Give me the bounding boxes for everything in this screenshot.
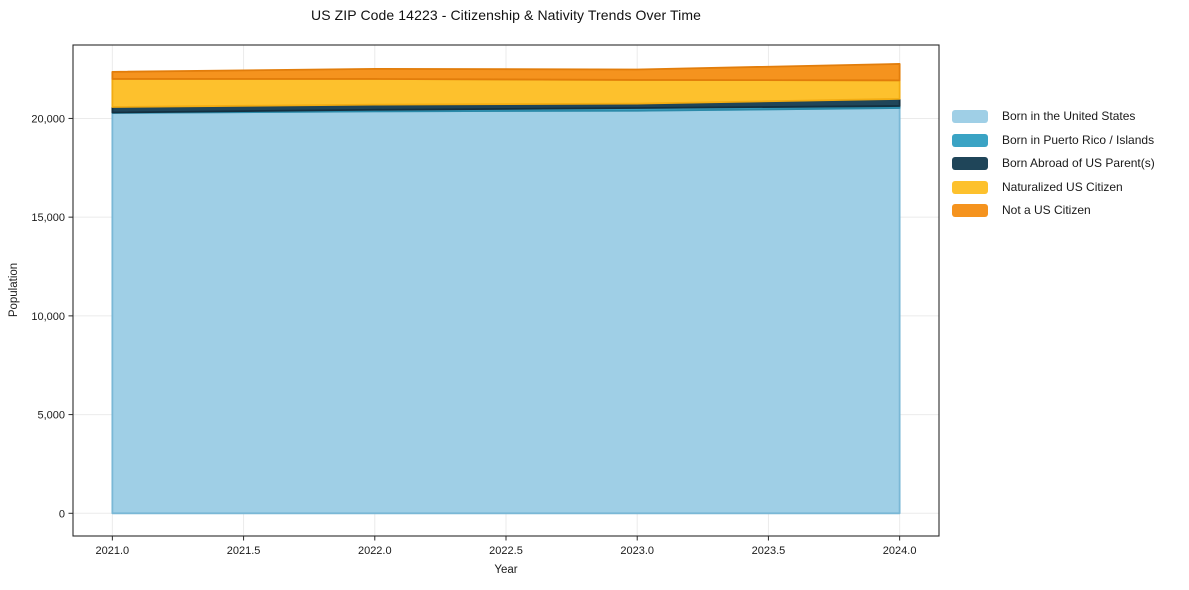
x-tick-label: 2024.0 xyxy=(883,545,917,557)
y-tick-label: 20,000 xyxy=(31,113,65,125)
y-tick-label: 10,000 xyxy=(31,311,65,323)
x-axis-label: Year xyxy=(494,564,518,576)
area-layers xyxy=(111,63,901,515)
area-not-a-us-citizen xyxy=(111,63,901,82)
legend-label: Born in the United States xyxy=(1002,109,1136,123)
legend-item-naturalized-us-citizen: Naturalized US Citizen xyxy=(952,179,1155,194)
x-tick-label: 2021.5 xyxy=(227,545,261,557)
legend-swatch-icon xyxy=(952,133,988,147)
axis-ticks: 2021.0 2021.5 2022.0 2022.5 2023.0 2023.5 2024… xyxy=(31,113,916,557)
legend-swatch-icon xyxy=(952,157,988,170)
legend-item-not-a-us-citizen: Not a US Citizen xyxy=(952,204,1155,217)
legend-item-born-in-puerto-rico-islands: Born in Puerto Rico / Islands xyxy=(952,132,1155,147)
legend-item-born-in-the-united-states: Born in the United States xyxy=(952,110,1155,123)
x-tick-label: 2022.5 xyxy=(489,545,523,557)
legend-swatch-icon xyxy=(952,204,988,217)
y-axis-label: Population xyxy=(8,262,20,318)
y-tick-label: 0 xyxy=(59,508,65,520)
legend-swatch-icon xyxy=(952,110,988,123)
legend-label: Born in Puerto Rico / Islands xyxy=(1002,132,1155,147)
legend-label: Naturalized US Citizen xyxy=(1002,179,1123,194)
x-tick-label: 2023.5 xyxy=(752,545,786,557)
x-tick-label: 2021.0 xyxy=(96,545,130,557)
x-tick-label: 2022.0 xyxy=(358,545,392,557)
x-tick-label: 2023.0 xyxy=(620,545,654,557)
legend-swatch-icon xyxy=(952,180,988,194)
chart-title: US ZIP Code 14223 - Citizenship & Nativi… xyxy=(310,7,702,23)
y-tick-label: 5,000 xyxy=(37,410,65,422)
chart-legend: Born in the United States Born in Puerto … xyxy=(952,110,1155,217)
legend-label: Not a US Citizen xyxy=(1002,203,1091,217)
legend-label: Born Abroad of US Parent(s) xyxy=(1002,156,1155,170)
legend-item-born-abroad-of-us-parent-s: Born Abroad of US Parent(s) xyxy=(952,157,1155,170)
y-tick-label: 15,000 xyxy=(31,212,65,224)
area-born-in-the-united-states xyxy=(111,107,901,515)
